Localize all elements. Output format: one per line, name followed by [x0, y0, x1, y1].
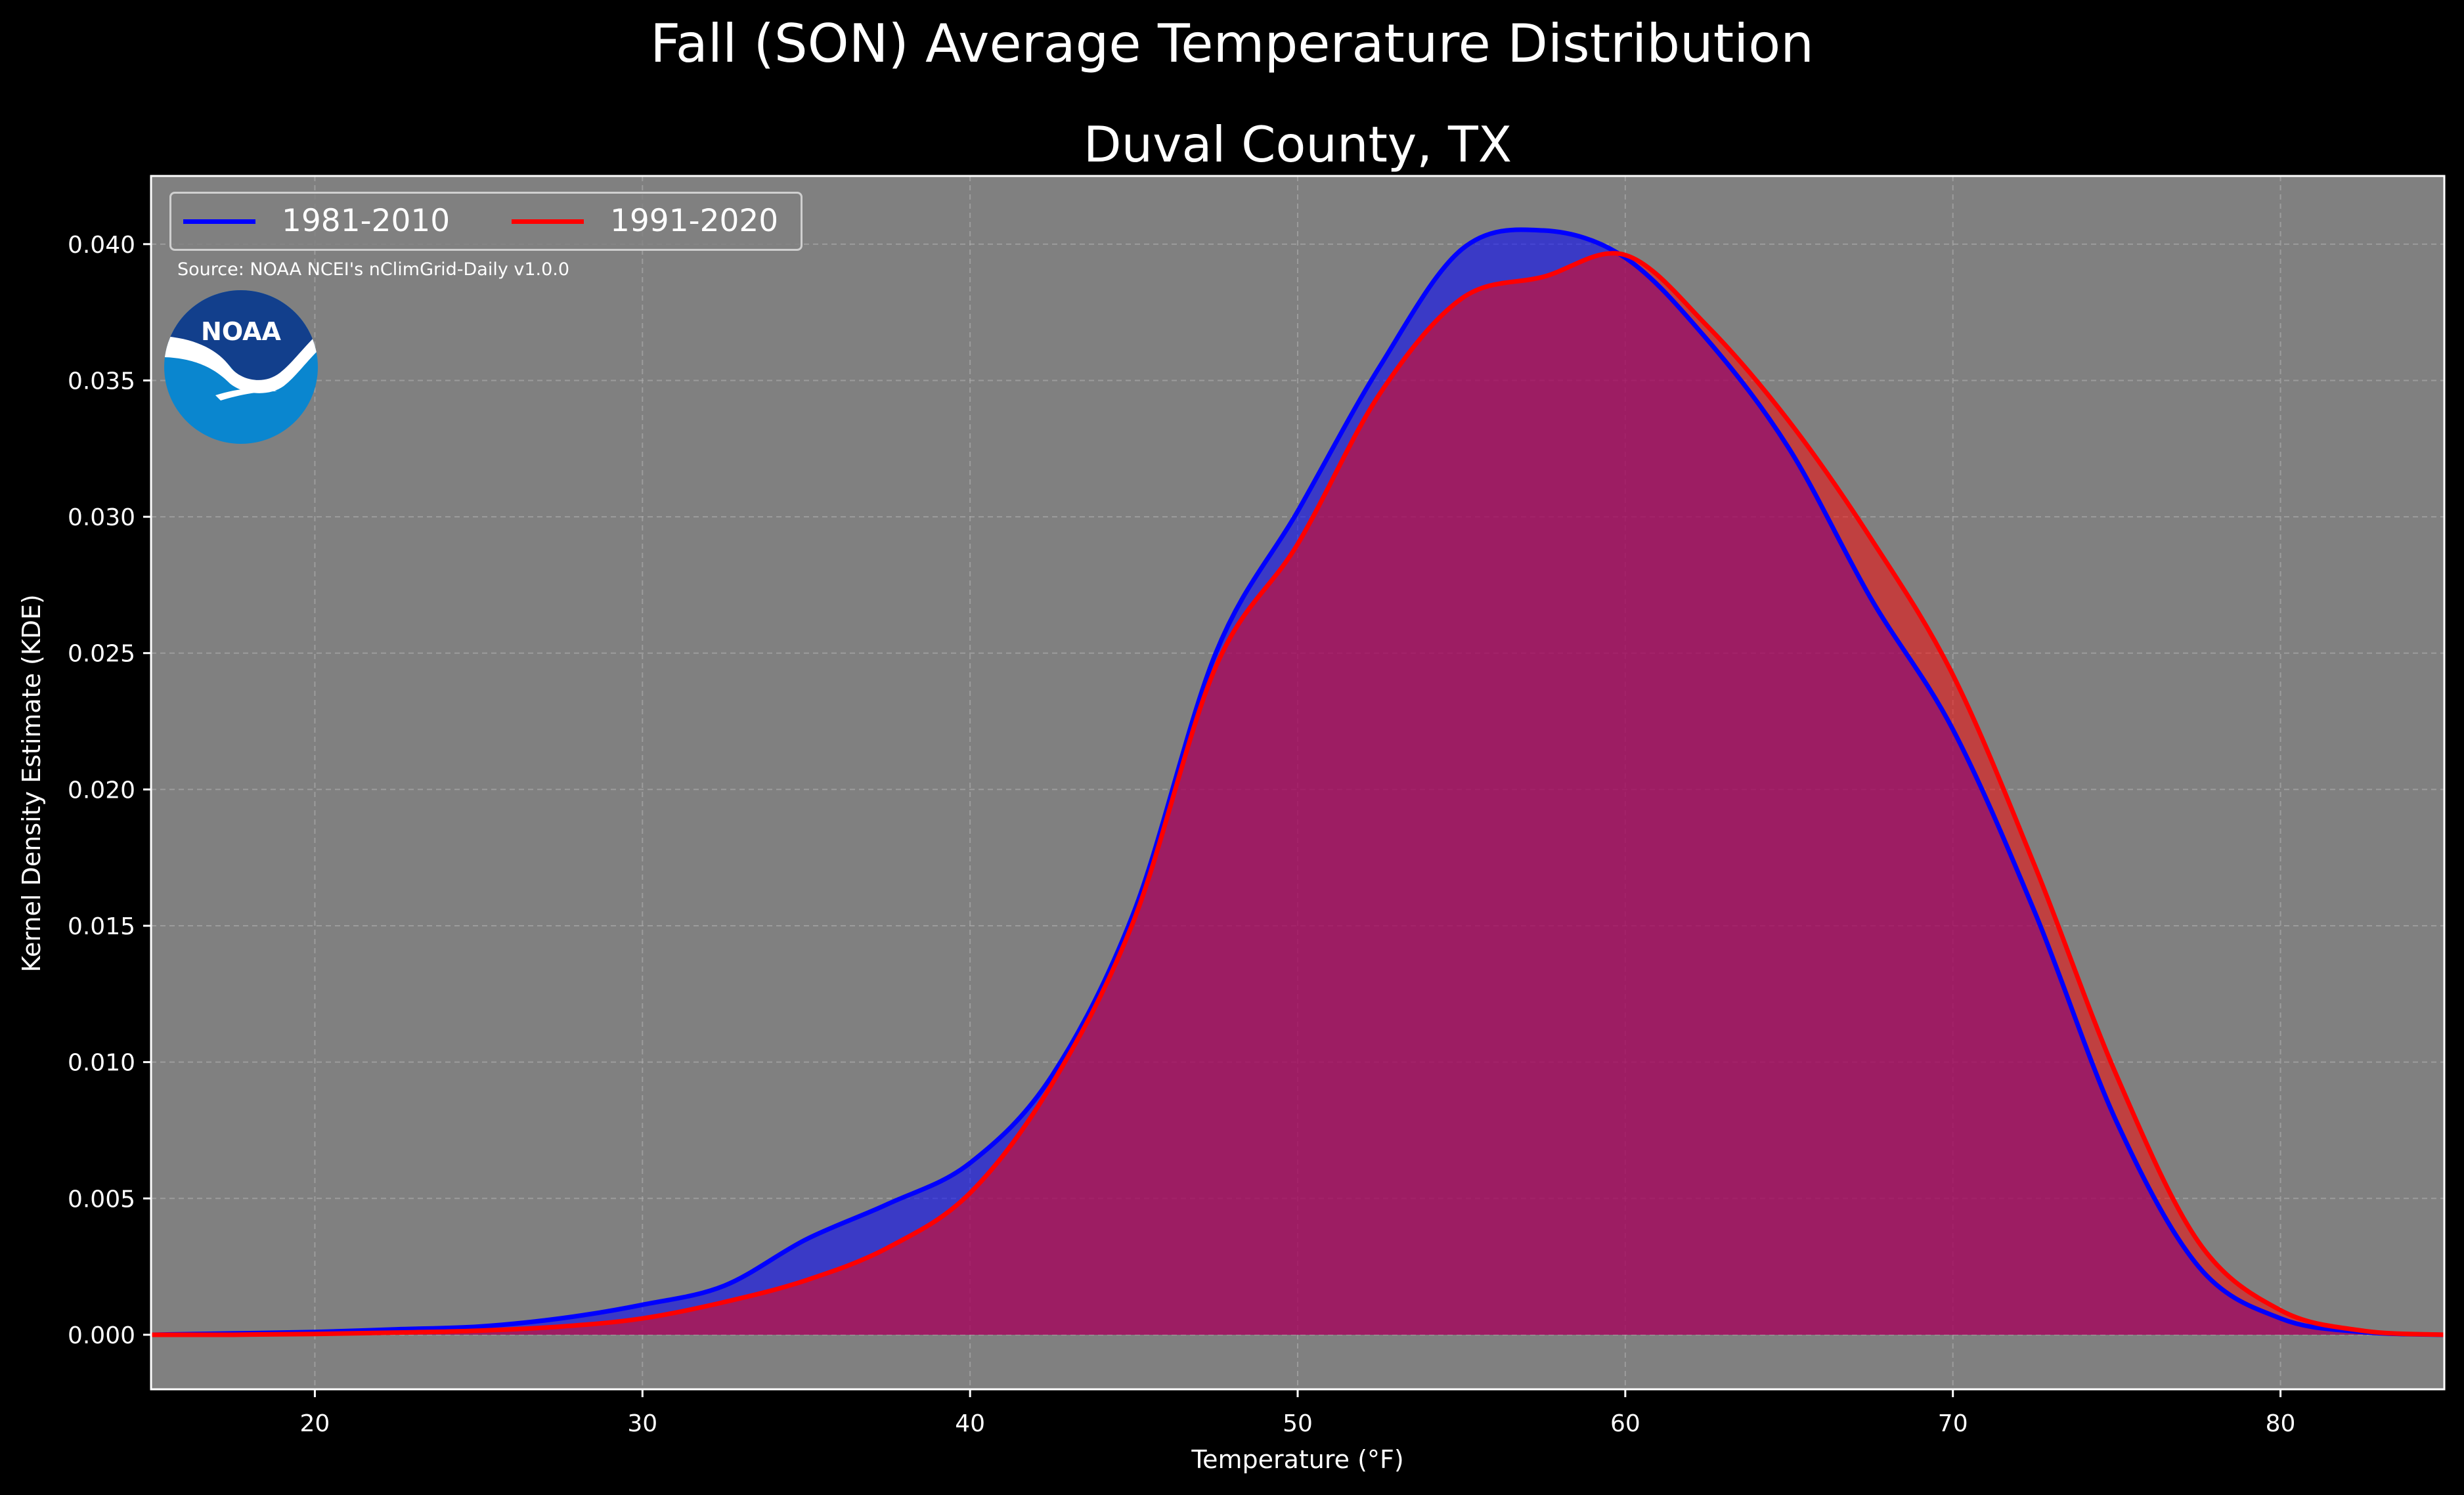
figure-title: Fall (SON) Average Temperature Distribut…: [650, 13, 1814, 74]
density-area-1991-2020: [151, 253, 2444, 1335]
legend-label: 1981-2010: [282, 203, 451, 239]
source-note: Source: NOAA NCEI's nClimGrid-Daily v1.0…: [177, 259, 570, 280]
y-tick-label: 0.035: [68, 368, 135, 395]
x-tick-label: 30: [627, 1410, 657, 1437]
noaa-logo-icon: NOAA: [164, 290, 318, 444]
x-tick-label: 70: [1938, 1410, 1968, 1437]
density-line-1981-2010: [150, 227, 2445, 1337]
legend-item-1991-2020: 1991-2020: [512, 194, 778, 249]
y-axis-label: Kernel Density Estimate (KDE): [17, 594, 46, 972]
y-tick-label: 0.040: [68, 232, 135, 259]
x-axis-label: Temperature (°F): [1191, 1445, 1404, 1474]
y-tick-label: 0.005: [68, 1186, 135, 1213]
y-tick-label: 0.030: [68, 504, 135, 531]
x-tick-label: 80: [2266, 1410, 2296, 1437]
density-line-1991-2020: [150, 251, 2445, 1337]
y-tick-label: 0.010: [68, 1050, 135, 1077]
x-axis-ticks: 20 30 40 50 60 70 80: [300, 1389, 2296, 1437]
x-tick-label: 60: [1610, 1410, 1640, 1437]
y-tick-label: 0.015: [68, 913, 135, 940]
chart-subtitle: Duval County, TX: [1083, 116, 1512, 173]
x-tick-label: 20: [300, 1410, 330, 1437]
y-tick-label: 0.000: [68, 1322, 135, 1349]
density-areas: [151, 229, 2444, 1335]
logo-wordmark: NOAA: [201, 317, 281, 346]
y-tick-label: 0.025: [68, 641, 135, 668]
legend-swatch-blue: [183, 219, 255, 224]
legend-label: 1991-2020: [610, 203, 779, 239]
legend-item-1981-2010: 1981-2010: [183, 194, 450, 249]
x-tick-label: 50: [1283, 1410, 1313, 1437]
x-tick-label: 40: [955, 1410, 985, 1437]
legend: 1981-2010 1991-2020: [169, 192, 803, 251]
density-lines: [150, 227, 2445, 1337]
y-tick-label: 0.020: [68, 777, 135, 804]
legend-swatch-red: [512, 219, 584, 224]
y-axis-ticks: 0.000 0.005 0.010 0.015 0.020 0.025 0.030 0.035…: [68, 232, 151, 1349]
